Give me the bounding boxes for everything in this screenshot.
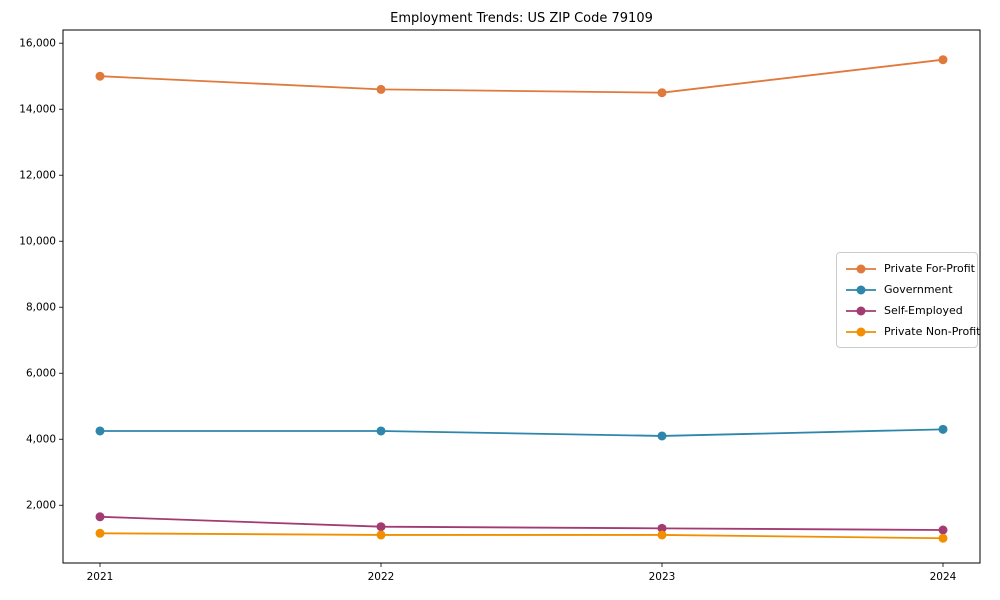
x-tick-label: 2023 [649, 571, 676, 583]
data-point-self-employed [657, 523, 667, 533]
y-tick-label: 4,000 [26, 434, 56, 446]
data-point-private-non-profit [938, 533, 948, 543]
data-point-self-employed [938, 525, 948, 535]
legend-item-private-non-profit: Private Non-Profit [845, 321, 980, 342]
data-point-government [95, 426, 105, 436]
legend-item-government: Government [845, 279, 969, 300]
data-point-private-for-profit [95, 71, 105, 81]
data-point-private-non-profit [657, 530, 667, 540]
x-tick-label: 2024 [930, 571, 957, 583]
data-point-private-non-profit [376, 530, 386, 540]
chart-title: Employment Trends: US ZIP Code 79109 [390, 11, 653, 26]
data-point-government [376, 426, 386, 436]
series-line-private-for-profit [99, 58, 944, 94]
y-tick-label: 8,000 [26, 302, 56, 314]
legend-label: Government [884, 283, 953, 296]
legend-label: Self-Employed [884, 304, 963, 317]
legend-marker-icon [846, 285, 876, 294]
data-point-government [657, 431, 667, 441]
legend-marker-icon [846, 327, 876, 336]
data-point-government [938, 424, 948, 434]
y-tick-label: 2,000 [26, 500, 56, 512]
legend-item-self-employed: Self-Employed [845, 300, 969, 321]
data-point-self-employed [376, 522, 386, 532]
data-point-private-non-profit [95, 528, 105, 538]
legend-label: Private Non-Profit [884, 325, 981, 338]
y-tick-label: 12,000 [19, 170, 56, 182]
x-tick-label: 2022 [368, 571, 395, 583]
data-point-self-employed [95, 512, 105, 522]
series-line-government [100, 428, 944, 437]
legend: Private For-Profit Government Self-Employe… [836, 252, 980, 348]
data-point-private-for-profit [938, 55, 948, 65]
series-line-private-non-profit [99, 532, 944, 540]
series-line-self-employed [99, 515, 944, 531]
legend-label: Private For-Profit [884, 262, 975, 275]
y-tick-label: 6,000 [26, 368, 56, 380]
legend-item-private-for-profit: Private For-Profit [845, 258, 975, 279]
legend-marker-icon [846, 306, 876, 315]
x-tick-label: 2021 [87, 571, 114, 583]
data-point-private-for-profit [657, 88, 667, 98]
y-tick-label: 16,000 [19, 38, 56, 50]
legend-marker-icon [846, 264, 876, 273]
y-tick-label: 14,000 [19, 104, 56, 116]
data-point-private-for-profit [376, 84, 386, 94]
y-tick-label: 10,000 [19, 236, 56, 248]
plot-frame [62, 29, 981, 564]
